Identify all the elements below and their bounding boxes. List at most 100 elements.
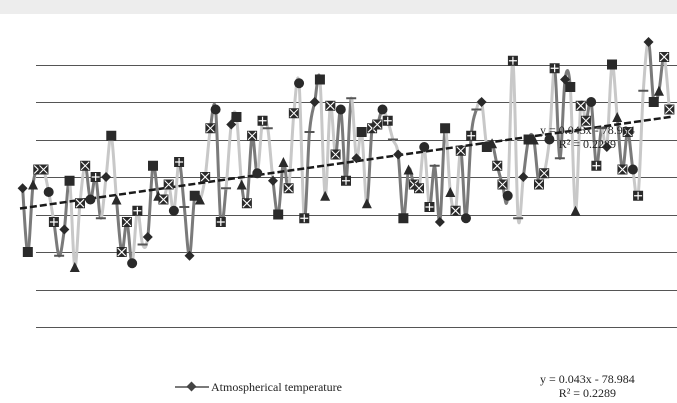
data-point-marker: [643, 37, 654, 47]
data-point-marker-plus: [49, 218, 58, 226]
data-point-marker: [335, 104, 346, 115]
data-point-marker: [419, 142, 430, 152]
series-line-segment: [52, 220, 61, 258]
data-point-marker: [523, 134, 534, 145]
data-point-marker: [210, 104, 221, 115]
data-point-marker: [351, 153, 362, 164]
data-point-marker-plus: [634, 191, 643, 200]
series-line-segment: [433, 164, 442, 224]
data-point-marker-cross: [164, 180, 174, 189]
data-point-marker-plus: [550, 64, 559, 73]
data-point-marker: [398, 213, 409, 224]
data-point-marker-cross: [456, 146, 466, 156]
legend-series-label: Atmospherical temperature: [211, 379, 342, 394]
series-line-segment: [26, 183, 35, 254]
data-point-marker-cross: [75, 198, 85, 208]
series-line-segment: [511, 59, 520, 220]
series-line-segment: [188, 194, 197, 258]
data-point-marker: [544, 134, 555, 145]
series-line-segment: [443, 126, 452, 194]
series-line-segment: [365, 126, 374, 205]
series-line-segment: [78, 164, 87, 205]
data-point-marker-cross: [372, 120, 382, 129]
series-line-segment: [610, 62, 619, 119]
series-line-segment: [234, 115, 244, 186]
data-point-marker-cross: [492, 161, 502, 171]
data-point-marker: [273, 209, 284, 220]
data-point-marker: [460, 213, 471, 224]
series-line-segment: [182, 205, 192, 258]
data-point-marker-cross: [331, 150, 340, 159]
series-line-segment: [558, 78, 567, 160]
data-point-marker-cross: [325, 101, 335, 111]
data-point-marker: [231, 112, 242, 122]
series-line-segment: [68, 179, 77, 269]
series-line-segment: [255, 119, 265, 175]
series-line-segment: [438, 126, 447, 224]
data-point-marker: [17, 183, 28, 194]
series-line-segment: [146, 164, 155, 239]
data-point-marker: [476, 97, 487, 107]
data-point-marker-plus: [383, 116, 392, 125]
data-point-marker-cross: [80, 161, 90, 171]
trendline-r2: R² = 0.2289: [558, 137, 617, 151]
data-point-marker: [653, 85, 664, 96]
data-point-marker-cross: [498, 180, 507, 189]
data-point-marker: [43, 187, 54, 197]
data-point-marker: [393, 149, 404, 160]
data-point-marker: [194, 194, 205, 205]
data-point-marker-cross: [539, 168, 549, 178]
data-point-marker: [361, 198, 372, 209]
data-point-marker-cross: [206, 123, 215, 133]
data-point-marker-cross: [581, 116, 591, 126]
data-point-marker: [377, 104, 388, 115]
series-line-segment: [297, 81, 306, 220]
data-point-marker-cross: [289, 108, 299, 118]
data-point-marker: [445, 187, 456, 197]
data-point-marker: [481, 142, 492, 152]
series-line-segment: [360, 130, 369, 205]
data-point-marker-plus: [342, 176, 350, 185]
series-line-segment: [109, 134, 118, 201]
data-point-marker-cross: [576, 101, 586, 111]
data-point-marker: [440, 123, 451, 134]
data-point-marker-cross: [414, 183, 424, 193]
series-line-segment: [521, 138, 531, 179]
data-point-marker: [309, 97, 320, 107]
data-point-marker-plus: [175, 158, 184, 166]
data-point-marker: [314, 74, 325, 85]
series-line-segment: [214, 108, 223, 224]
series-line-segment: [349, 96, 358, 160]
data-point-marker: [356, 127, 367, 137]
top-bar: [0, 0, 677, 14]
data-point-marker-cross: [534, 180, 544, 189]
legend-trendline-r2: R² = 0.2289: [558, 386, 617, 400]
data-point-marker-cross: [39, 165, 48, 174]
series-line-segment: [647, 40, 656, 104]
data-point-marker: [403, 164, 414, 175]
series-line-segment: [125, 220, 134, 265]
series-line-segment: [506, 59, 515, 198]
series-line-segment: [401, 168, 411, 220]
data-point-marker: [127, 258, 138, 269]
series-line-segment: [73, 201, 82, 269]
data-point-marker-cross: [284, 183, 294, 193]
data-point-marker-plus: [133, 206, 142, 215]
data-point-marker: [601, 142, 612, 152]
data-point-marker: [320, 190, 331, 201]
data-point-marker: [627, 164, 638, 175]
series-line-segment: [114, 198, 124, 254]
series-line-segment: [574, 104, 583, 213]
data-point-marker-cross: [618, 165, 627, 174]
data-point-marker: [142, 232, 153, 242]
chart-legend: Atmospherical temperature: [175, 380, 342, 394]
series-line-segment: [130, 209, 139, 265]
data-point-marker-cross: [247, 131, 257, 141]
data-point-marker: [528, 134, 539, 145]
data-point-marker: [189, 190, 200, 201]
data-point-marker-plus: [258, 116, 267, 125]
data-point-marker-cross: [200, 172, 210, 182]
data-point-marker-cross: [242, 198, 252, 208]
data-point-marker: [111, 194, 122, 205]
data-point-marker: [22, 247, 33, 257]
